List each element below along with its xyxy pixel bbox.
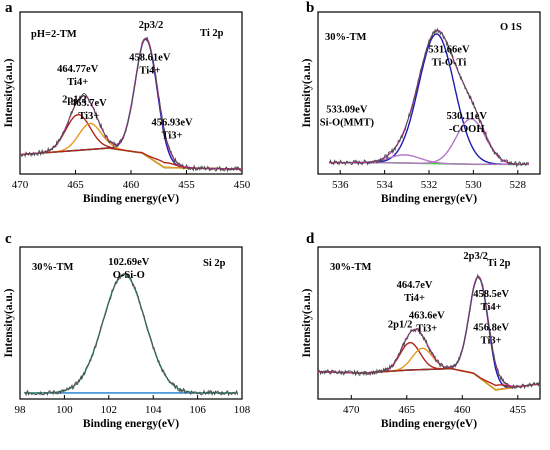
annotation-label: 530.11eV bbox=[446, 111, 487, 122]
annotation-label: 464.77eV bbox=[57, 64, 99, 75]
fit-envelope bbox=[24, 273, 238, 394]
x-axis-label: Binding energy(eV) bbox=[83, 418, 179, 430]
annotation-label: 2p1/2 bbox=[388, 320, 413, 331]
sample-label: 30%-TM bbox=[325, 32, 367, 43]
annotation-label: 456.8eV bbox=[473, 323, 509, 334]
x-tick-label: 465 bbox=[67, 179, 84, 191]
fit-component-3 bbox=[19, 147, 242, 170]
raw-spectrum bbox=[19, 36, 243, 173]
x-tick-label: 98 bbox=[15, 404, 27, 416]
annotation-label: 531.66eV bbox=[428, 45, 470, 56]
annotation-sublabel: Ti4+ bbox=[481, 302, 502, 313]
annotation-sublabel: Ti3+ bbox=[162, 130, 183, 141]
annotation-sublabel: -COOH bbox=[449, 124, 485, 135]
chart-panel-c: 98 100 102 104 106 108 Binding energy(eV) Inten… bbox=[3, 231, 251, 430]
raw-spectrum bbox=[317, 273, 541, 390]
x-tick-label: 536 bbox=[332, 179, 349, 191]
annotation-label: 102.69eV bbox=[108, 257, 150, 268]
panel-letter: b bbox=[306, 0, 314, 16]
panel-letter: c bbox=[5, 231, 12, 247]
annotation-label: 533.09eV bbox=[326, 104, 368, 115]
x-tick-label: 528 bbox=[510, 179, 527, 191]
x-tick-label: 530 bbox=[465, 179, 482, 191]
x-axis-label: Binding energy(eV) bbox=[381, 418, 477, 430]
x-tick-label: 455 bbox=[178, 179, 195, 191]
chart-panel-b: 536 534 532 530 528 Binding energy(eV) Intensi… bbox=[301, 0, 541, 205]
fit-component-1 bbox=[19, 114, 242, 170]
x-axis-label: Binding energy(eV) bbox=[83, 193, 179, 205]
x-tick-label: 534 bbox=[376, 179, 393, 191]
plot-frame bbox=[317, 246, 541, 400]
annotation-label: 458.5eV bbox=[473, 289, 509, 300]
y-axis-label: Intensity(a.u.) bbox=[3, 288, 15, 357]
x-tick-label: 470 bbox=[343, 404, 360, 416]
annotation-label: 463.7eV bbox=[71, 98, 107, 109]
raw-spectrum bbox=[328, 27, 530, 168]
annotation-sublabel: Si-O(MMT) bbox=[320, 117, 375, 128]
chart-title: Si 2p bbox=[203, 258, 226, 269]
chart-title: Ti 2p bbox=[487, 258, 511, 269]
annotation-sublabel: Ti4+ bbox=[404, 293, 425, 304]
annotation-label: 2p3/2 bbox=[463, 251, 488, 262]
chart-panel-a: 470 465 460 455 450 Binding energy(eV) Intensi… bbox=[3, 0, 251, 205]
fit-component-0 bbox=[24, 273, 238, 394]
x-tick-label: 108 bbox=[234, 404, 251, 416]
panel-letter: d bbox=[306, 231, 315, 247]
x-tick-label: 532 bbox=[421, 179, 438, 191]
x-tick-label: 470 bbox=[12, 179, 29, 191]
x-tick-label: 460 bbox=[454, 404, 471, 416]
annotation-sublabel: O-Si-O bbox=[113, 270, 145, 281]
x-tick-label: 102 bbox=[101, 404, 118, 416]
x-tick-label: 104 bbox=[145, 404, 162, 416]
annotation-sublabel: Ti3+ bbox=[481, 336, 502, 347]
chart-title: Ti 2p bbox=[200, 28, 224, 39]
x-axis-label: Binding energy(eV) bbox=[381, 193, 477, 205]
raw-spectrum bbox=[24, 271, 239, 397]
x-tick-label: 455 bbox=[510, 404, 527, 416]
x-tick-label: 100 bbox=[56, 404, 73, 416]
annotation-sublabel: Ti3+ bbox=[78, 111, 99, 122]
panel-letter: a bbox=[5, 0, 13, 16]
sample-label: 30%-TM bbox=[330, 262, 372, 273]
sample-label: pH=2-TM bbox=[31, 29, 77, 40]
chart-panel-d: 470 465 460 455 Binding energy(eV) Intensity(… bbox=[301, 231, 541, 430]
y-axis-label: Intensity(a.u.) bbox=[3, 58, 15, 127]
sample-label: 30%-TM bbox=[32, 262, 74, 273]
annotation-sublabel: Ti4+ bbox=[139, 66, 160, 77]
annotation-label: 463.6eV bbox=[409, 310, 445, 321]
annotation-label: 464.7eV bbox=[397, 280, 433, 291]
annotation-sublabel: Ti3+ bbox=[416, 323, 437, 334]
annotation-label: 2p3/2 bbox=[139, 20, 164, 31]
annotation-label: 458.61eV bbox=[129, 53, 171, 64]
annotation-label: 456.93eV bbox=[152, 117, 194, 128]
y-axis-label: Intensity(a.u.) bbox=[301, 288, 313, 357]
x-tick-label: 465 bbox=[399, 404, 416, 416]
annotation-sublabel: Ti-O-Ti bbox=[432, 58, 467, 69]
plot-frame bbox=[19, 246, 243, 400]
annotation-sublabel: Ti4+ bbox=[67, 77, 88, 88]
annotation-label: 2p1/2 bbox=[62, 95, 87, 106]
x-tick-label: 460 bbox=[123, 179, 140, 191]
x-tick-label: 450 bbox=[234, 179, 251, 191]
x-tick-label: 106 bbox=[189, 404, 206, 416]
y-axis-label: Intensity(a.u.) bbox=[301, 58, 313, 127]
chart-title: O 1S bbox=[500, 22, 522, 33]
